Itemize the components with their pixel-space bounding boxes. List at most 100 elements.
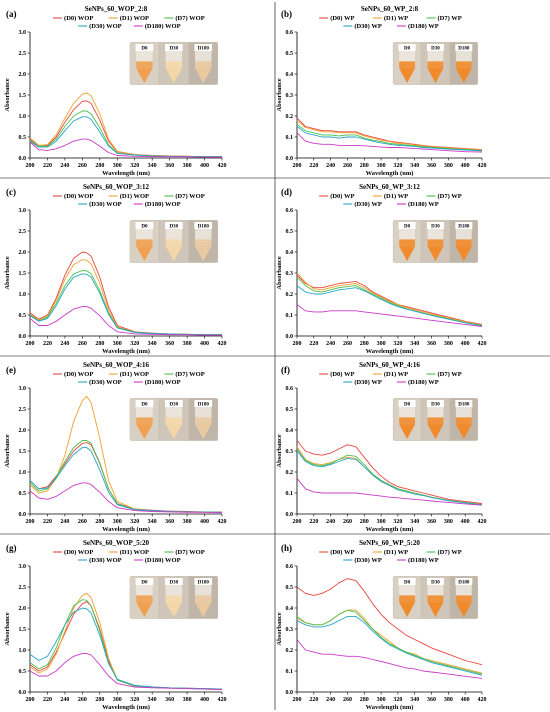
vial-label: D30 — [431, 46, 440, 51]
y-tick-label: 3.0 — [19, 564, 27, 570]
vial-liquid — [427, 68, 444, 84]
y-tick-label: 0.1 — [286, 669, 294, 675]
vial-label-box — [165, 578, 183, 585]
x-tick-label: 420 — [218, 697, 227, 703]
legend-entry: (D180) WP — [408, 23, 439, 30]
x-tick-label: 300 — [377, 697, 386, 703]
vial-label: D0 — [141, 224, 148, 229]
vial-label: D180 — [458, 46, 470, 51]
series-line-d30-wp — [296, 450, 483, 506]
series-line-d7-wp — [296, 609, 483, 675]
vial-label: D30 — [170, 46, 179, 51]
vial-liquid — [455, 424, 472, 440]
vial-label: D30 — [170, 224, 179, 229]
x-axis-label: Wavelength (nm) — [102, 526, 150, 533]
panel-label: (b) — [281, 9, 292, 19]
x-tick-label: 320 — [130, 341, 139, 347]
x-tick-label: 240 — [60, 697, 69, 703]
y-axis-label: Absorbance — [4, 78, 11, 111]
x-tick-label: 380 — [444, 341, 453, 347]
legend-entry: (D7) WOP — [175, 371, 204, 378]
vial-label: D0 — [141, 580, 148, 585]
series-line-d180-wp — [296, 639, 483, 679]
chart-title: SeNPs_60_WOP_5:20 — [83, 539, 150, 547]
vial-label: D30 — [431, 224, 440, 229]
x-tick-label: 280 — [360, 697, 369, 703]
vial-label: D0 — [404, 402, 411, 407]
panel-label: (c) — [6, 187, 16, 197]
legend-entry: (D0) WP — [330, 193, 354, 200]
vial-label-box — [398, 578, 416, 585]
legend-entry: (D180) WOP — [145, 557, 181, 564]
vial-label-box — [194, 44, 213, 51]
x-tick-label: 340 — [410, 697, 419, 703]
vial-label: D180 — [458, 580, 470, 585]
y-tick-label: 1.5 — [19, 627, 27, 633]
y-axis-label: Absorbance — [276, 78, 283, 111]
x-tick-label: 220 — [309, 163, 318, 169]
x-tick-label: 360 — [165, 341, 174, 347]
series-line-d0-wop — [29, 442, 222, 513]
x-tick-label: 240 — [60, 519, 69, 525]
x-tick-label: 260 — [343, 341, 352, 347]
x-tick-label: 280 — [95, 341, 104, 347]
x-tick-label: 300 — [113, 341, 122, 347]
chart-panel-d: (d) SeNPs_60_WP_3:12 0.0 0.1 0.2 0.3 0.4 0.5 0.6… — [276, 183, 487, 355]
series-line-d1-wp — [296, 119, 483, 151]
x-tick-label: 240 — [60, 341, 69, 347]
vial-liquid — [136, 602, 153, 618]
vial-liquid-upper — [455, 595, 472, 603]
vial-label-box — [398, 44, 416, 51]
x-tick-label: 400 — [200, 519, 209, 525]
legend-entry: (D1) WP — [384, 371, 408, 378]
x-axis-label: Wavelength (nm) — [366, 704, 414, 711]
y-tick-label: 2.5 — [19, 585, 27, 591]
legend-entry: (D7) WOP — [175, 193, 204, 200]
vial-liquid-upper — [399, 595, 416, 603]
series-line-d7-wp — [296, 124, 483, 151]
vial-label: D180 — [458, 224, 470, 229]
x-tick-label: 420 — [478, 341, 487, 347]
vial-liquid-upper — [165, 417, 183, 425]
vial-liquid-upper — [399, 61, 416, 69]
panel-label: (h) — [281, 543, 292, 553]
y-tick-label: 0.3 — [286, 449, 294, 455]
x-tick-label: 360 — [165, 163, 174, 169]
series-line-d180-wop — [29, 482, 223, 514]
vial-photo-inset: D0 D30 D180 — [129, 576, 218, 619]
chart-panel-e: (e) SeNPs_60_WOP_4:16 0.0 0.5 1.0 1.5 2.0 2.5 3.… — [4, 361, 227, 533]
vial-label-box — [426, 400, 444, 407]
vial-label-box — [165, 400, 183, 407]
vial-label: D30 — [170, 402, 179, 407]
x-tick-label: 320 — [130, 519, 139, 525]
x-tick-label: 380 — [444, 519, 453, 525]
x-tick-label: 200 — [26, 519, 35, 525]
y-axis-label: Absorbance — [4, 256, 11, 289]
x-tick-label: 240 — [326, 519, 335, 525]
legend-entry: (D180) WOP — [145, 379, 181, 386]
vial-photo-inset: D0 D30 D180 — [392, 42, 478, 85]
vial-label: D30 — [431, 402, 440, 407]
legend-entry: (D0) WP — [330, 15, 354, 22]
y-axis-label: Absorbance — [4, 434, 11, 467]
y-tick-label: 0.2 — [286, 648, 294, 654]
x-axis-label: Wavelength (nm) — [102, 170, 150, 177]
x-tick-label: 420 — [478, 697, 487, 703]
legend-entry: (D30) WOP — [89, 379, 122, 386]
x-tick-label: 340 — [148, 697, 157, 703]
x-tick-label: 420 — [218, 341, 227, 347]
vial-liquid — [165, 602, 183, 618]
x-tick-label: 200 — [293, 341, 302, 347]
vial-liquid-upper — [165, 61, 183, 69]
vial-label-box — [455, 44, 473, 51]
y-tick-label: 0.4 — [286, 72, 294, 78]
y-axis-label: Absorbance — [276, 256, 283, 289]
x-tick-label: 220 — [43, 341, 52, 347]
vial-label: D0 — [141, 402, 148, 407]
panel-label: (g) — [6, 543, 17, 553]
y-tick-label: 0.0 — [286, 156, 294, 162]
x-tick-label: 300 — [377, 519, 386, 525]
vial-liquid — [455, 68, 472, 84]
x-tick-label: 220 — [309, 341, 318, 347]
chart-title: SeNPs_60_WP_5:20 — [359, 539, 420, 547]
